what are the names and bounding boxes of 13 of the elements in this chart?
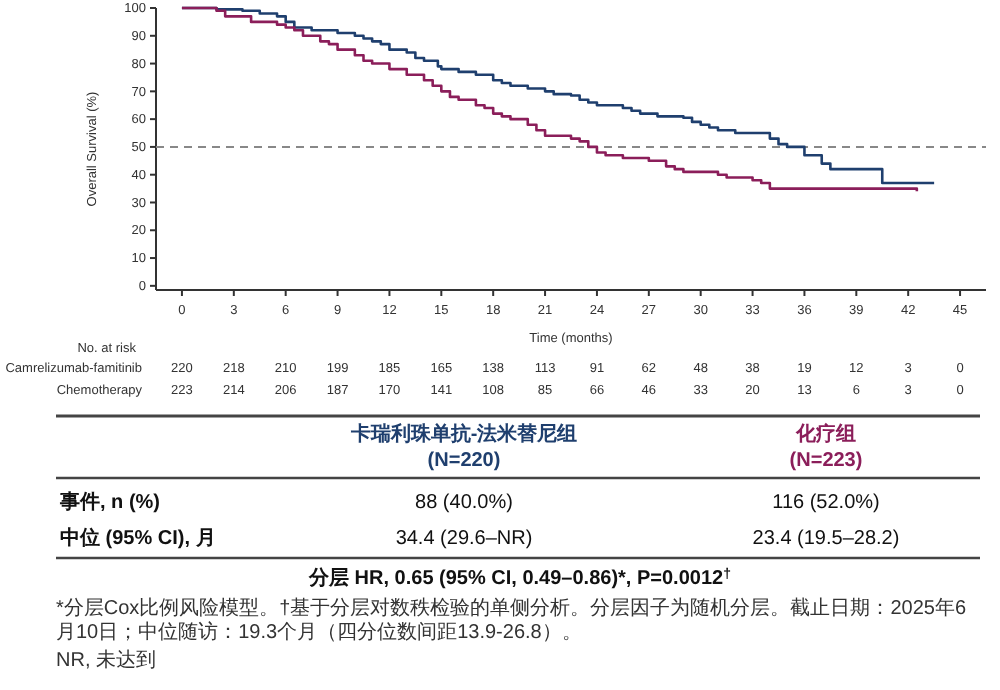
text: 中位 (95% CI), 月 bbox=[60, 526, 216, 550]
text: (N=220) bbox=[427, 450, 501, 472]
text: 116 (52.0%) bbox=[772, 492, 880, 514]
text: 卡瑞利珠单抗-法米替尼组 bbox=[348, 422, 578, 446]
text: 88 (40.0%) bbox=[415, 492, 513, 514]
text: 分层 HR, 0.65 (95% CI, 0.49–0.86)*, P=0.0012$^{†}$ bbox=[307, 565, 732, 590]
text: NR, 未达到 bbox=[56, 648, 156, 672]
text: 事件, n (%) bbox=[58, 490, 160, 514]
text: (N=223) bbox=[789, 450, 863, 472]
text: 34.4 (29.6–NR) bbox=[395, 528, 533, 550]
text: 化疗组 bbox=[794, 422, 856, 446]
text: 23.4 (19.5–28.2) bbox=[752, 528, 900, 550]
text: *分层Cox比例风险模型。†基于分层对数秩检验的单侧分析。分层因子为随机分层。截止日期：2025年6月10日；中位随访：19.3个月（四分位数间距13.9-26.8）。 bbox=[56, 596, 967, 644]
